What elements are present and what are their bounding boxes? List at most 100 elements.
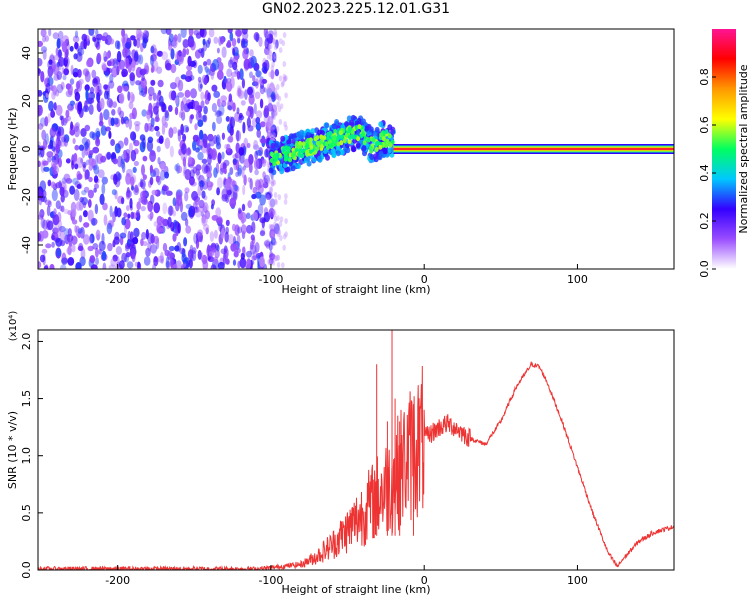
x-tick-label: 100 <box>567 574 588 587</box>
heatmap-cell <box>267 49 271 56</box>
heatmap-cell <box>254 169 259 176</box>
heatmap-cell <box>38 57 43 67</box>
heatmap-cell <box>283 121 287 128</box>
heatmap-cell <box>232 61 238 71</box>
heatmap-cell <box>84 124 91 132</box>
heatmap-cell <box>241 246 246 254</box>
heatmap-cell <box>38 197 43 206</box>
heatmap-cell <box>73 71 79 78</box>
heatmap-cell <box>73 53 78 60</box>
snr-frame <box>37 329 675 571</box>
heatmap-cell <box>180 74 187 80</box>
heatmap-cell <box>182 156 187 167</box>
heatmap-cell <box>103 109 110 121</box>
heatmap-cell <box>181 143 187 155</box>
heatmap-cell <box>106 151 112 160</box>
heatmap-cell <box>150 55 154 67</box>
heatmap-cell <box>185 126 189 133</box>
heatmap-cell <box>112 254 118 262</box>
heatmap-cell <box>155 175 160 183</box>
heatmap-cell <box>248 154 254 165</box>
heatmap-cell <box>276 261 281 268</box>
heatmap-cell <box>156 215 163 226</box>
heatmap-cell <box>177 130 182 142</box>
heatmap-cell <box>125 57 129 69</box>
heatmap-cell <box>266 194 270 201</box>
heatmap-cell <box>129 72 135 82</box>
heatmap-cell <box>264 105 269 115</box>
heatmap-cell <box>55 89 60 97</box>
heatmap-cell <box>134 123 140 132</box>
heatmap-cell <box>237 167 242 177</box>
heatmap-cell <box>161 115 167 127</box>
heatmap-cell <box>278 118 283 125</box>
heatmap-cell <box>188 176 195 186</box>
y-tick-label: -40 <box>20 236 33 254</box>
heatmap-cell <box>269 54 273 61</box>
heatmap-cell <box>349 119 354 126</box>
heatmap-cell <box>91 217 96 226</box>
heatmap-cell <box>60 205 65 213</box>
y-tick-label: 20 <box>20 94 33 108</box>
heatmap-cell <box>274 199 278 206</box>
heatmap-cell <box>170 90 177 101</box>
heatmap-cell <box>182 133 187 142</box>
heatmap-cell <box>158 95 164 107</box>
heatmap-cell <box>240 100 246 106</box>
heatmap-cell <box>274 91 279 98</box>
heatmap-cell <box>49 263 55 269</box>
heatmap-cell <box>112 101 117 108</box>
heatmap-cell <box>150 67 154 73</box>
heatmap-cell <box>120 116 125 125</box>
y-tick-label: -20 <box>20 188 33 206</box>
snr-background <box>38 330 674 570</box>
heatmap-cell <box>156 66 163 74</box>
heatmap-cell <box>361 146 367 152</box>
heatmap-cell <box>213 229 218 239</box>
heatmap-cell <box>198 199 205 209</box>
heatmap-cell <box>115 246 122 255</box>
heatmap-cell <box>193 29 200 36</box>
heatmap-cell <box>253 103 257 115</box>
heatmap-cell <box>151 189 158 196</box>
heatmap-cell <box>66 234 74 243</box>
heatmap-cell <box>87 209 94 222</box>
heatmap-cell <box>200 47 205 58</box>
heatmap-cell <box>185 147 192 156</box>
heatmap-cell <box>268 43 273 50</box>
heatmap-cell <box>270 65 275 72</box>
heatmap-cell <box>101 35 107 42</box>
heatmap-cell <box>59 186 65 197</box>
heatmap-cell <box>74 181 81 188</box>
heatmap-cell <box>244 89 248 100</box>
heatmap-cell <box>63 68 70 76</box>
y-tick-label: 2.0 <box>20 333 33 351</box>
x-tick-label: 100 <box>567 273 588 286</box>
heatmap-cell <box>218 104 225 117</box>
heatmap-cell <box>217 177 223 189</box>
heatmap-cell <box>255 70 262 78</box>
heatmap-cell <box>69 45 74 52</box>
figure-title: GN02.2023.225.12.01.G31 <box>262 1 450 17</box>
heatmap-cell <box>188 29 194 37</box>
heatmap-cell <box>51 163 57 176</box>
heatmap-cell <box>268 132 273 139</box>
heatmap-cell <box>252 211 258 221</box>
heatmap-cell <box>164 171 170 179</box>
heatmap-cell <box>236 247 241 254</box>
heatmap-cell <box>101 183 106 195</box>
heatmap-cell <box>246 142 251 149</box>
heatmap-cell <box>273 192 278 198</box>
heatmap-cell <box>62 35 69 44</box>
heatmap-cell <box>285 166 291 173</box>
heatmap-cell <box>277 106 282 113</box>
heatmap-cell <box>206 171 212 179</box>
heatmap-cell <box>51 234 55 241</box>
heatmap-cell <box>269 259 274 266</box>
heatmap-cell <box>144 122 149 133</box>
heatmap-cell <box>255 191 262 199</box>
heatmap-cell <box>237 90 245 99</box>
heatmap-cell <box>52 85 57 96</box>
heatmap-cell <box>241 29 248 35</box>
heatmap-cell <box>117 85 123 94</box>
